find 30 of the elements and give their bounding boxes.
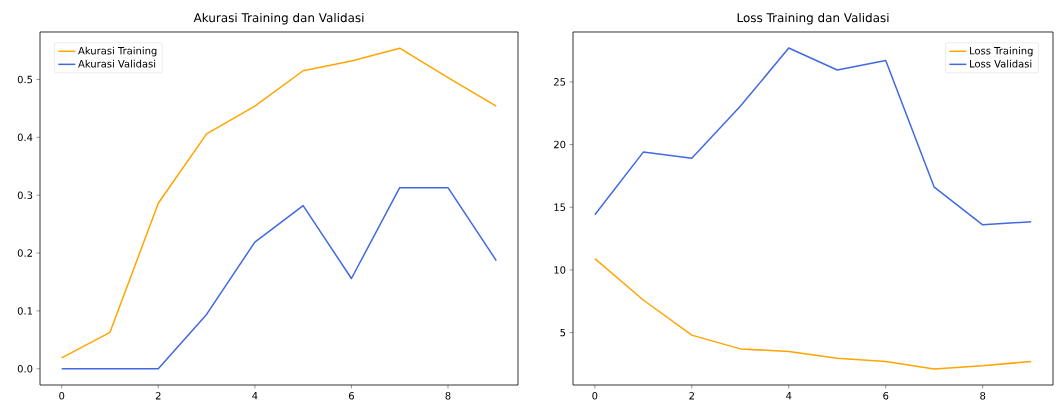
line-series xyxy=(594,257,1032,370)
chart-title: Loss Training dan Validasi xyxy=(737,12,889,25)
y-tick-label: 0.2 xyxy=(17,249,32,257)
x-tick-label: 0 xyxy=(592,392,598,400)
x-tick-label: 6 xyxy=(883,392,889,400)
line-series xyxy=(594,47,1032,226)
x-tick-label: 2 xyxy=(155,392,161,400)
x-tick-label: 2 xyxy=(689,392,694,400)
x-tick-label: 4 xyxy=(786,392,792,400)
y-tick-label: 0.0 xyxy=(17,365,33,373)
line-series xyxy=(60,47,498,359)
x-tick-label: 0 xyxy=(59,392,65,400)
x-tick-label: 4 xyxy=(252,392,258,400)
y-tick-label: 15 xyxy=(554,203,566,211)
y-tick-label: 25 xyxy=(554,78,566,86)
y-tick-label: 5 xyxy=(560,328,566,337)
x-tick-label: 8 xyxy=(980,392,986,400)
y-tick-label: 10 xyxy=(554,266,566,274)
y-tick-label: 0.3 xyxy=(17,191,33,199)
legend-label: Akurasi Validasi xyxy=(78,59,156,68)
legend-label: Akurasi Training xyxy=(78,46,157,57)
legend-label: Loss Validasi xyxy=(970,59,1032,68)
y-tick-label: 20 xyxy=(554,140,566,149)
x-tick-label: 8 xyxy=(445,392,451,400)
y-tick-label: 0.4 xyxy=(17,133,33,142)
y-tick-label: 0.5 xyxy=(17,75,33,84)
y-tick-label: 0.1 xyxy=(17,307,33,315)
chart-title: Akurasi Training dan Validasi xyxy=(193,12,364,25)
x-tick-label: 6 xyxy=(348,392,354,400)
legend-label: Loss Training xyxy=(970,46,1033,57)
